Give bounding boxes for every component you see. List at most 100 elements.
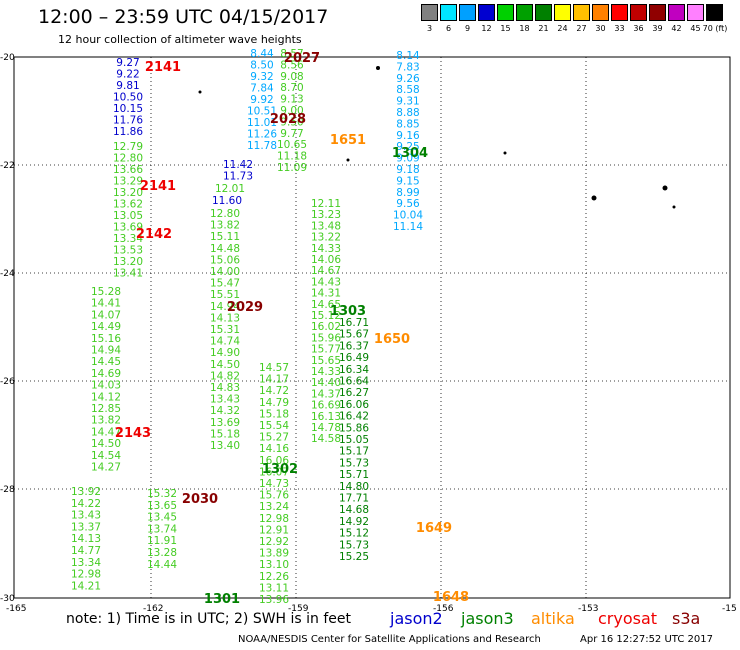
pass-time-label: 2028 — [270, 112, 306, 127]
wave-height-value: 10.65 — [277, 139, 307, 151]
wave-height-value: 15.25 — [339, 551, 369, 563]
legend-swatch — [630, 4, 647, 21]
legend-swatch — [649, 4, 666, 21]
wave-height-value: 14.07 — [91, 309, 121, 321]
wave-height-value: 13.43 — [210, 394, 240, 406]
wave-height-value: 16.69 — [311, 400, 341, 412]
wave-height-value: 11.78 — [247, 140, 277, 152]
wave-height-value: 14.79 — [259, 397, 289, 409]
wave-height-value: 14.45 — [91, 356, 121, 368]
wave-height-value: 12.91 — [259, 524, 289, 536]
wave-height-value: 13.20 — [113, 187, 143, 199]
pass-time-label: 1304 — [392, 146, 428, 161]
wave-height-value: 13.20 — [113, 256, 143, 268]
wave-height-value: 14.16 — [259, 443, 289, 455]
wave-height-value: 10.04 — [393, 210, 423, 222]
wave-height-value: 16.42 — [339, 411, 369, 423]
wave-height-value: 14.33 — [311, 366, 341, 378]
pass-time-label: 1648 — [433, 590, 469, 605]
wave-height-value: 15.31 — [210, 324, 240, 336]
wave-height-value: 9.32 — [250, 71, 273, 83]
pass-time-label: 2141 — [145, 60, 181, 75]
map-title: 12:00 – 23:59 UTC 04/15/2017 — [38, 6, 329, 28]
pass-time-label: 1303 — [330, 304, 366, 319]
pass-time-label: 2029 — [227, 300, 263, 315]
wave-height-value: 10.50 — [113, 92, 143, 104]
legend-label: 30 — [595, 24, 606, 33]
wave-height-value: 14.72 — [259, 385, 289, 397]
wave-height-value: 13.66 — [113, 164, 143, 176]
wave-height-value: 7.83 — [396, 61, 419, 73]
wave-height-value: 11.60 — [212, 195, 242, 207]
legend-label: 12 — [481, 24, 492, 33]
wave-height-value: 14.44 — [147, 559, 177, 571]
wave-height-value: 12.92 — [259, 536, 289, 548]
wave-height-value: 13.40 — [210, 440, 240, 452]
wave-height-value: 9.31 — [396, 96, 419, 108]
wave-height-value: 15.06 — [210, 254, 240, 266]
wave-height-value: 13.10 — [259, 559, 289, 571]
wave-height-value: 9.27 — [116, 57, 139, 69]
wave-height-value: 14.33 — [311, 243, 341, 255]
wave-height-value: 15.12 — [311, 310, 341, 322]
wave-height-value: 11.42 — [223, 159, 253, 171]
island-marker — [591, 195, 597, 201]
wave-height-value: 9.13 — [280, 94, 303, 106]
wave-height-value: 15.12 — [339, 528, 369, 540]
wave-height-value: 8.88 — [396, 107, 419, 119]
wave-height-value: 15.67 — [339, 329, 369, 341]
wave-height-value: 13.23 — [311, 209, 341, 221]
satellite-name: jason2 — [390, 609, 443, 628]
wave-height-value: 12.80 — [210, 208, 240, 220]
wave-height-value: 14.41 — [91, 298, 121, 310]
wave-height-value: 14.00 — [210, 266, 240, 278]
wave-height-value: 13.22 — [311, 232, 341, 244]
wave-height-value: 16.64 — [339, 376, 369, 388]
wave-height-value: 16.34 — [339, 364, 369, 376]
wave-height-value: 13.82 — [210, 220, 240, 232]
wave-height-value: 11.86 — [113, 126, 143, 138]
wave-height-value: 15.54 — [259, 420, 289, 432]
x-tick-label: -165 — [6, 604, 26, 614]
wave-height-value: 14.06 — [311, 254, 341, 266]
y-tick-label: -26 — [0, 377, 15, 387]
wave-height-value: 11.91 — [147, 535, 177, 547]
wave-height-value: 9.00 — [280, 105, 303, 117]
wave-height-value: 10.51 — [247, 106, 277, 118]
wave-height-value: 15.32 — [147, 488, 177, 500]
wave-height-value: 9.22 — [116, 69, 139, 81]
wave-height-value: 14.82 — [210, 370, 240, 382]
wave-height-value: 14.92 — [339, 516, 369, 528]
wave-height-value: 15.11 — [210, 231, 240, 243]
x-tick-label: -162 — [143, 604, 163, 614]
wave-height-value: 13.62 — [113, 199, 143, 211]
wave-height-value: 9.26 — [396, 73, 420, 85]
y-tick-label: -20 — [0, 53, 15, 63]
wave-height-value: 14.50 — [210, 359, 240, 371]
pass-time-label: 1649 — [416, 521, 452, 536]
wave-height-value: 12.98 — [259, 513, 289, 525]
legend-label: 33 — [614, 24, 625, 33]
wave-height-value: 12.85 — [91, 403, 121, 415]
wave-height-value: 11.09 — [277, 162, 307, 174]
wave-height-value: 13.48 — [311, 220, 341, 232]
wave-height-value: 11.76 — [113, 115, 143, 127]
map-frame — [13, 56, 731, 599]
legend-label: 42 — [671, 24, 682, 33]
satellite-name: altika — [531, 609, 575, 628]
wave-height-value: 14.49 — [91, 321, 121, 333]
wave-height-value: 16.27 — [339, 387, 369, 399]
wave-height-value: 15.16 — [91, 333, 121, 345]
wave-height-value: 9.81 — [116, 80, 139, 92]
y-tick-label: -24 — [0, 269, 15, 279]
wave-height-value: 13.69 — [210, 417, 240, 429]
island-marker — [662, 185, 668, 191]
island-marker — [503, 151, 507, 155]
wave-height-value: 14.80 — [339, 481, 369, 493]
wave-height-value: 15.77 — [311, 344, 341, 356]
wave-height-value: 10.15 — [113, 103, 143, 115]
wave-height-value: 9.25 — [396, 141, 419, 153]
wave-height-value: 9.77 — [280, 128, 303, 140]
wave-height-value: 15.73 — [339, 457, 369, 469]
wave-height-value: 14.22 — [71, 498, 101, 510]
